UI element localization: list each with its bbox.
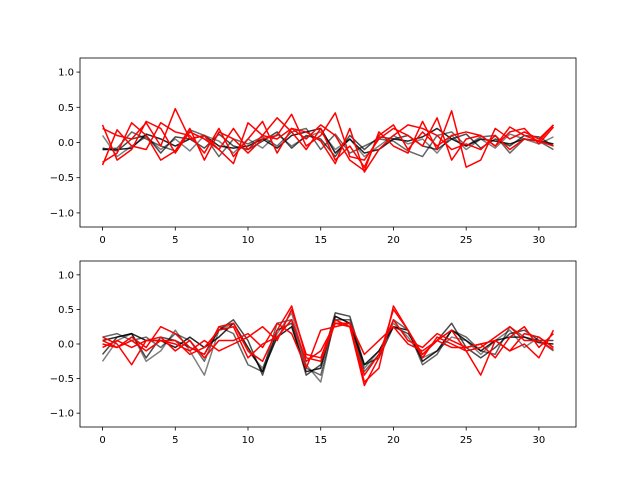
y-tick-label: 0.0 — [58, 340, 74, 351]
series-line-red-7 — [102, 319, 555, 366]
x-tick-label: 25 — [460, 235, 473, 246]
series-line-red-5 — [102, 305, 554, 383]
series-line-red-7 — [102, 107, 554, 173]
y-tick-label: −1.0 — [50, 208, 74, 219]
top-subplot: 0 5 10 15 20 25 30 1.0 0.5 0.0 −0.5 −1.0 — [50, 57, 577, 246]
x-tick-label: 10 — [242, 435, 255, 446]
y-tick-label: −1.0 — [50, 409, 74, 420]
x-tick-label: 30 — [533, 435, 546, 446]
y-tick-label: 1.0 — [58, 68, 74, 79]
series-line-red-4 — [102, 305, 554, 387]
y-tick-label: 1.0 — [58, 270, 74, 281]
series-line-red-4 — [101, 117, 555, 168]
x-tick-label: 10 — [242, 235, 255, 246]
x-tick-label: 20 — [387, 435, 400, 446]
y-tick-label: 0.5 — [58, 103, 74, 114]
x-tick-label: 5 — [172, 435, 178, 446]
y-tick-label: −0.5 — [50, 173, 74, 184]
x-tick-label: 5 — [172, 235, 178, 246]
y-tick-label: 0.0 — [58, 138, 74, 149]
x-tick-label: 0 — [99, 435, 105, 446]
bottom-subplot: 0 5 10 15 20 25 30 1.0 0.5 0.0 −0.5 −1.0 — [50, 260, 577, 446]
series-line-red-5 — [101, 110, 554, 172]
y-tick-label: 0.5 — [58, 305, 74, 316]
x-tick-label: 0 — [99, 235, 105, 246]
series-line-gray-3 — [102, 127, 554, 154]
x-tick-label: 20 — [387, 235, 400, 246]
y-tick-label: −0.5 — [50, 374, 74, 385]
series-line-gray-2 — [102, 131, 554, 158]
x-tick-label: 30 — [533, 235, 546, 246]
x-tick-label: 15 — [314, 435, 327, 446]
series-line-red-6 — [102, 112, 555, 163]
x-tick-label: 15 — [314, 235, 327, 246]
x-tick-label: 25 — [460, 435, 473, 446]
